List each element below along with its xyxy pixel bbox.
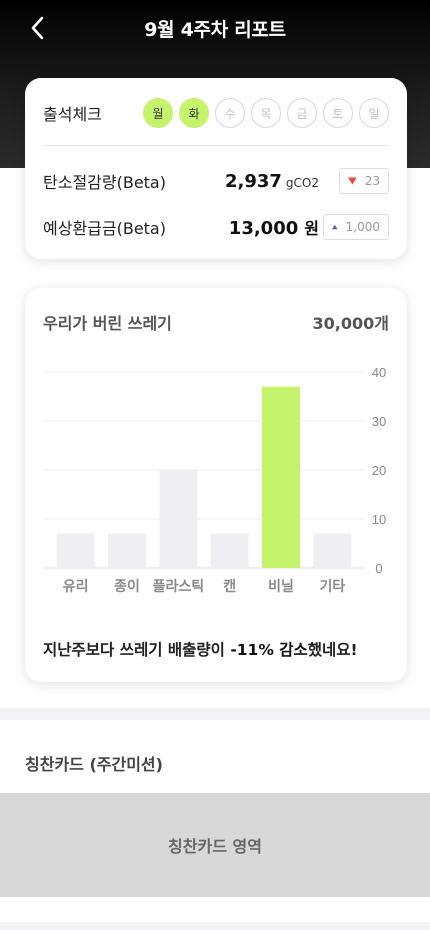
triangle-up-icon xyxy=(332,224,338,230)
bottom-separator xyxy=(0,922,430,930)
refund-delta-badge: 1,000 xyxy=(323,214,389,240)
chart-total: 30,000개 xyxy=(312,314,389,333)
back-button[interactable] xyxy=(22,12,54,44)
carbon-delta: 23 xyxy=(364,174,380,188)
day-thu: 목 xyxy=(251,98,281,128)
x-tick-label: 비닐 xyxy=(268,578,294,594)
carbon-delta-badge: 23 xyxy=(339,168,389,194)
y-tick-label: 0 xyxy=(375,561,382,576)
bar-2 xyxy=(159,470,198,568)
page-title: 9월 4주차 리포트 xyxy=(144,18,286,41)
x-tick-label: 플라스틱 xyxy=(153,578,205,594)
trash-chart-card: 우리가 버린 쓰레기 30,000개 0 10 20 30 40 유리 종이 플라스틱 캔 비닐 기… xyxy=(25,288,407,682)
section-separator xyxy=(0,708,430,720)
carbon-label: 탄소절감량(Beta) xyxy=(43,173,166,192)
footer-prefix: 지난주보다 쓰레기 배출량이 xyxy=(43,641,231,659)
day-sat: 토 xyxy=(323,98,353,128)
refund-row: 예상환급금(Beta) 13,000 원 1,000 xyxy=(43,213,389,241)
attendance-row: 출석체크 월 화 수 목 금 토 일 xyxy=(43,98,389,128)
bar-chart: 0 10 20 30 40 유리 종이 플라스틱 캔 비닐 기타 xyxy=(43,365,386,594)
day-tue: 화 xyxy=(179,98,209,128)
footer-suffix: 했네요! xyxy=(307,641,358,659)
x-tick-label: 종이 xyxy=(114,578,140,594)
refund-unit: 원 xyxy=(304,219,319,238)
praise-section-title: 칭찬카드 (주간미션) xyxy=(25,755,163,774)
day-sun: 일 xyxy=(359,98,389,128)
attendance-label: 출석체크 xyxy=(43,105,102,124)
y-tick-label: 30 xyxy=(372,414,386,429)
bar-0 xyxy=(56,533,95,568)
day-wed: 수 xyxy=(215,98,245,128)
y-tick-label: 40 xyxy=(372,365,386,380)
divider xyxy=(42,145,390,146)
day-fri: 금 xyxy=(287,98,317,128)
carbon-unit: gCO2 xyxy=(285,175,319,190)
refund-label: 예상환급금(Beta) xyxy=(43,219,166,238)
header: 9월 4주차 리포트 xyxy=(0,0,430,56)
x-tick-label: 캔 xyxy=(223,578,236,594)
refund-number: 13,000 xyxy=(228,218,299,239)
y-tick-label: 10 xyxy=(372,512,386,527)
carbon-value: 2,937 gCO2 xyxy=(225,171,319,192)
attendance-days: 월 화 수 목 금 토 일 xyxy=(143,98,389,128)
day-mon: 월 xyxy=(143,98,173,128)
chevron-left-icon xyxy=(31,16,44,40)
bar-5 xyxy=(313,533,352,568)
chart-footer: 지난주보다 쓰레기 배출량이 -11% 감소했네요! xyxy=(43,638,358,660)
carbon-number: 2,937 xyxy=(224,170,282,192)
triangle-down-icon xyxy=(348,177,357,185)
refund-value: 13,000 원 xyxy=(229,215,319,239)
chart-title: 우리가 버린 쓰레기 xyxy=(43,314,172,333)
x-tick-label: 유리 xyxy=(63,578,89,594)
bar-3 xyxy=(210,533,249,568)
refund-delta: 1,000 xyxy=(345,220,380,234)
bar-4 xyxy=(262,386,300,568)
praise-card-area[interactable]: 칭찬카드 영역 xyxy=(0,793,430,897)
x-tick-label: 기타 xyxy=(319,578,345,594)
y-tick-label: 20 xyxy=(372,463,386,478)
carbon-row: 탄소절감량(Beta) 2,937 gCO2 23 xyxy=(43,167,389,195)
summary-card: 출석체크 월 화 수 목 금 토 일 탄소절감량(Beta) 2,937 gCO… xyxy=(25,78,407,259)
bar-1 xyxy=(108,533,146,568)
footer-highlight: -11% 감소 xyxy=(230,641,308,659)
